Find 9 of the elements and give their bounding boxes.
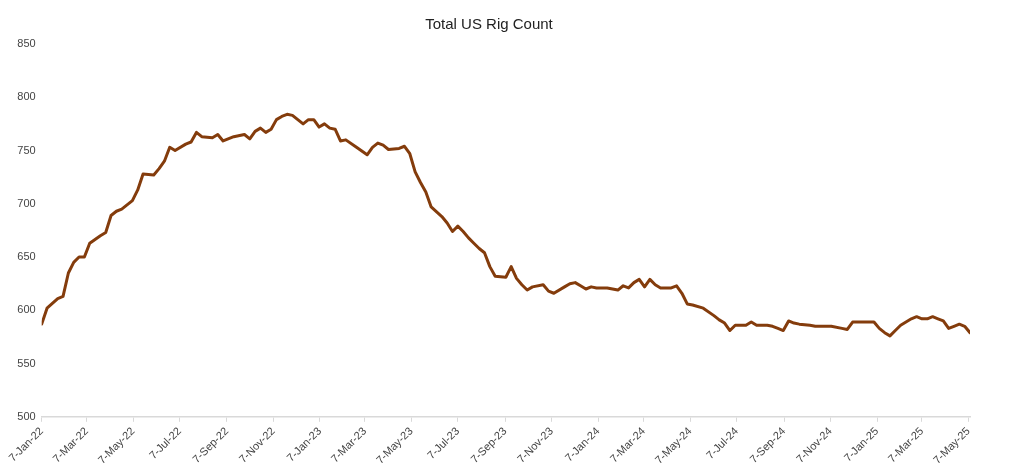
y-tick-label: 650 [17, 250, 36, 263]
y-tick-label: 800 [17, 90, 36, 103]
y-tick-label: 500 [17, 409, 36, 422]
y-tick-label: 850 [17, 37, 36, 50]
y-tick-label: 700 [17, 196, 36, 209]
y-tick-label: 750 [17, 143, 36, 156]
y-tick-label: 600 [17, 303, 36, 316]
y-tick-label: 550 [17, 356, 36, 369]
chart-title: Total US Rig Count [425, 15, 554, 33]
